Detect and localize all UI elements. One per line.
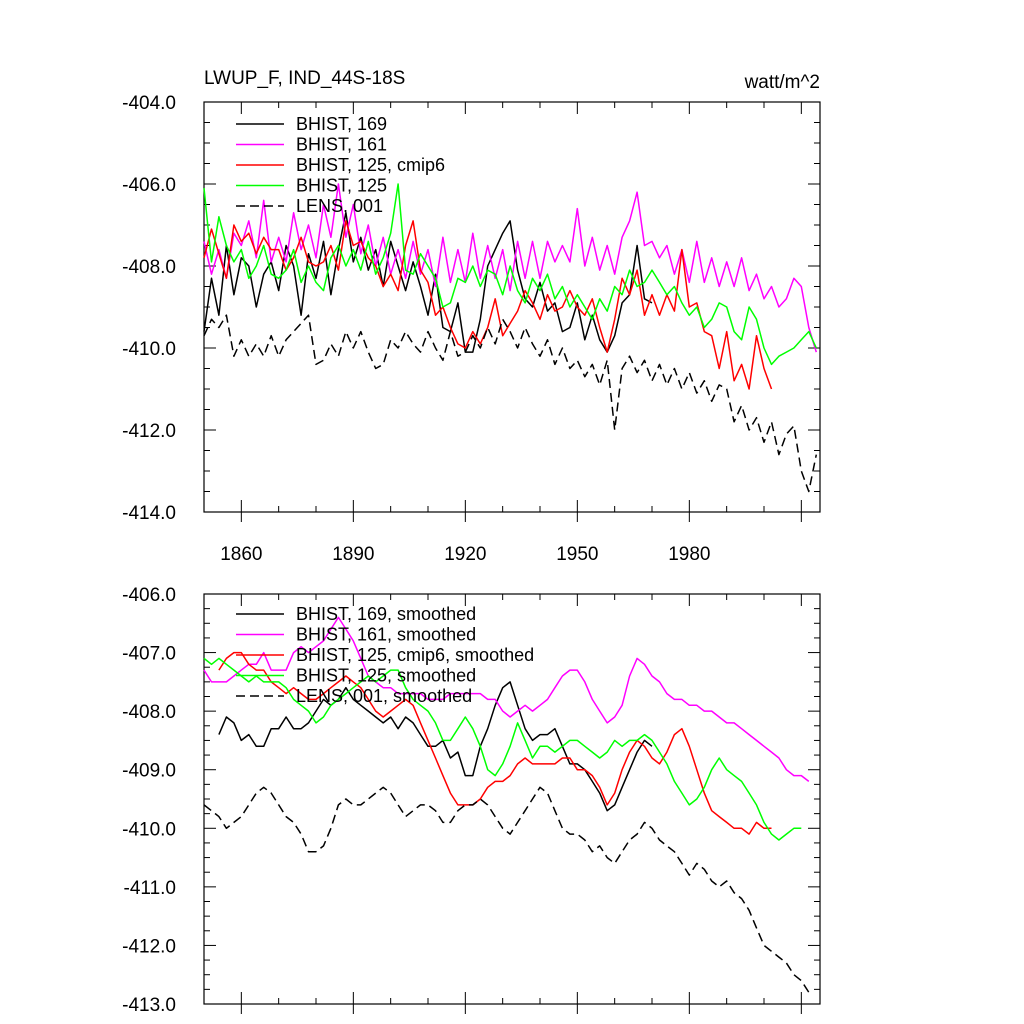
legend-label: LENS, 001 [296, 196, 383, 216]
x-tick-label: 1920 [444, 544, 486, 565]
legend-label: BHIST, 125, cmip6 [296, 155, 445, 175]
legend-label: BHIST, 161 [296, 135, 387, 155]
legend-label: BHIST, 125 [296, 176, 387, 196]
y-tick-label: -414.0 [122, 503, 176, 524]
y-tick-label: -410.0 [122, 339, 176, 360]
series-line-4 [203, 314, 818, 493]
series-line-1 [203, 183, 818, 353]
legend-label: BHIST, 125, smoothed [296, 666, 476, 686]
units-label: watt/m^2 [744, 72, 820, 93]
y-tick-label: -404.0 [122, 93, 176, 114]
series-line-4 [203, 786, 810, 993]
y-tick-label: -410.0 [122, 819, 176, 840]
series-line-2 [218, 651, 772, 835]
legend-label: BHIST, 125, cmip6, smoothed [296, 645, 534, 665]
legend-label: BHIST, 169, smoothed [296, 604, 476, 624]
y-tick-label: -409.0 [122, 761, 176, 782]
series-line-0 [203, 211, 653, 353]
y-tick-label: -413.0 [122, 995, 176, 1016]
y-tick-label: -406.0 [122, 175, 176, 196]
legend-label: BHIST, 169 [296, 114, 387, 134]
x-tick-label: 1950 [556, 544, 598, 565]
legend-label: LENS, 001, smoothed [296, 686, 472, 706]
top-panel: -404.0 -406.0 -408.0 -410.0 -412.0 -414.0 1860… [122, 93, 821, 565]
y-tick-label: -406.0 [122, 585, 176, 606]
series-line-3 [203, 183, 817, 366]
y-tick-label: -412.0 [122, 421, 176, 442]
series-line-3 [203, 657, 802, 841]
x-tick-label: 1860 [220, 544, 262, 565]
series-line-0 [218, 681, 653, 812]
chart-title: LWUP_F, IND_44S-18S [204, 68, 405, 89]
x-tick-label: 1980 [668, 544, 710, 565]
series-line-1 [203, 616, 810, 782]
bottom-panel: -406.0 -407.0 -408.0 -409.0 -410.0 -411.0 -412… [122, 585, 821, 1016]
y-tick-label: -412.0 [122, 936, 176, 957]
legend-label: BHIST, 161, smoothed [296, 625, 476, 645]
y-tick-label: -407.0 [122, 644, 176, 665]
y-tick-label: -411.0 [124, 878, 176, 899]
y-tick-label: -408.0 [122, 257, 176, 278]
y-tick-label: -408.0 [122, 702, 176, 723]
x-tick-label: 1890 [332, 544, 374, 565]
